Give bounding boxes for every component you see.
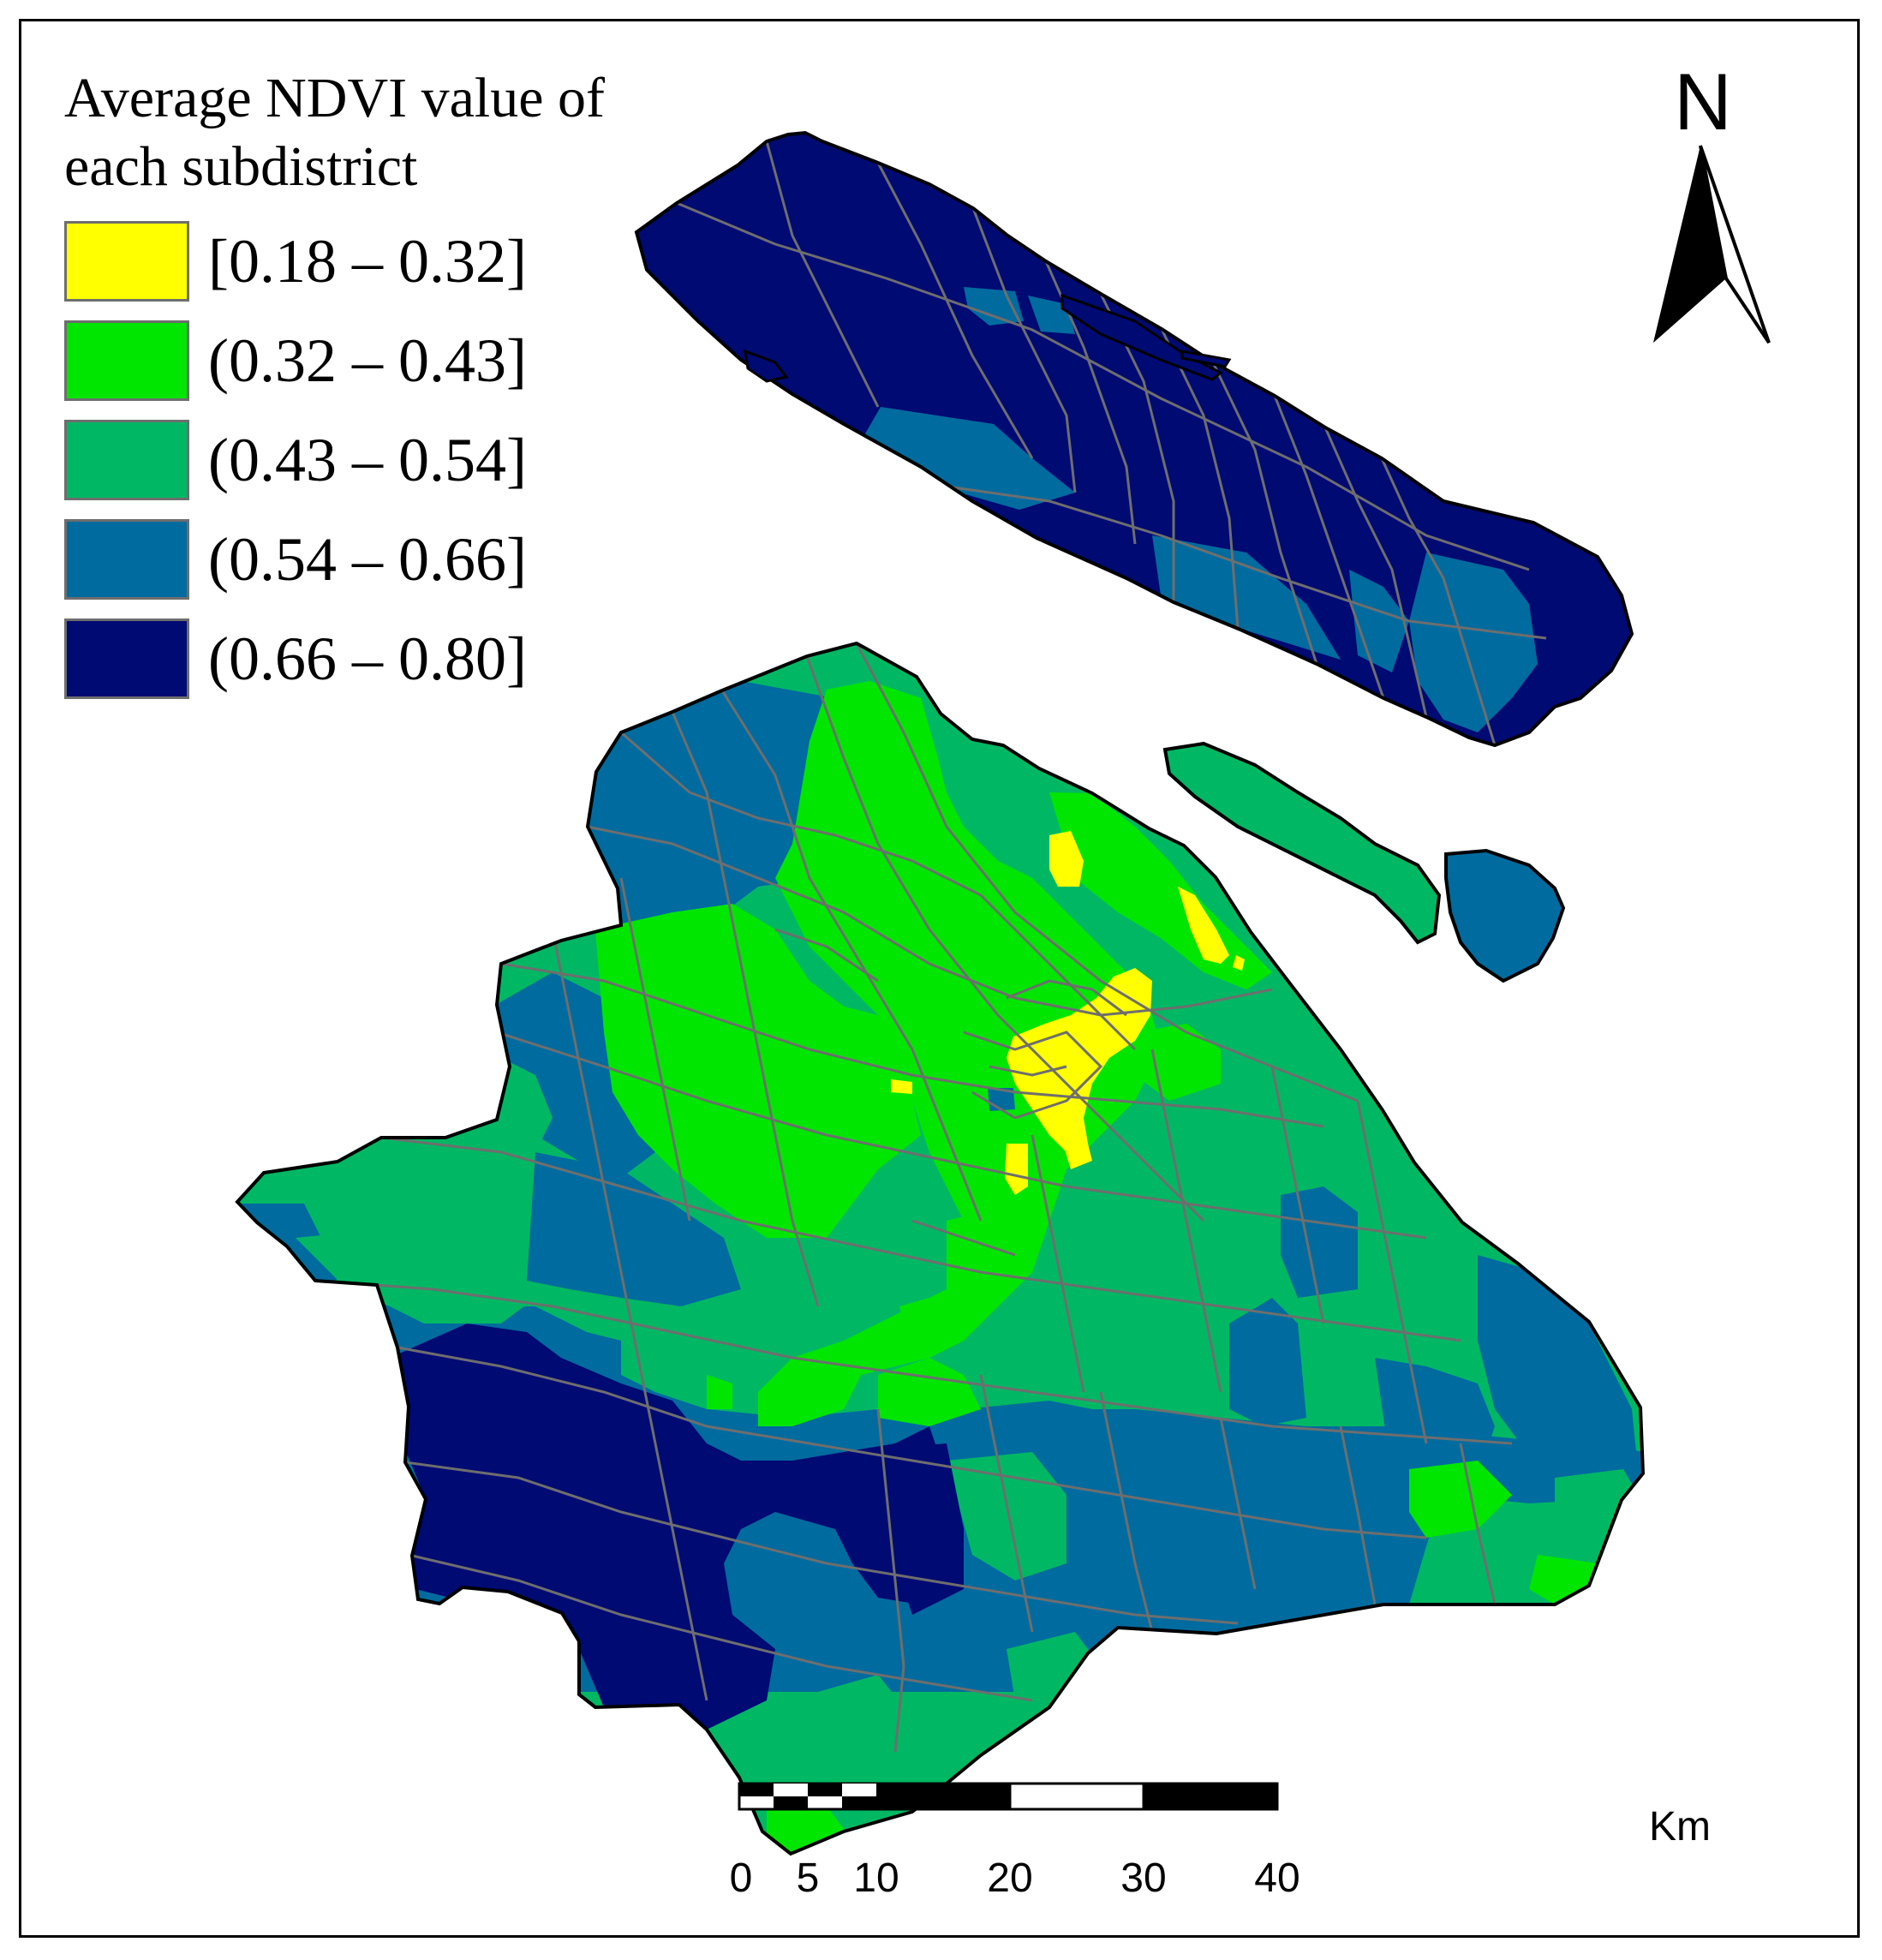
changxing-island (1162, 741, 1442, 945)
scale-tick-label: 40 (1254, 1855, 1300, 1901)
legend-swatch-bright-green (64, 320, 189, 401)
legend-item: (0.66 – 0.80] (64, 616, 527, 702)
scale-unit: Km (1649, 1804, 1711, 1849)
legend-title-line2: each subdistrict (64, 135, 418, 198)
map-canvas (236, 131, 1771, 1855)
legend-swatch-green (64, 420, 189, 500)
scale-tick-label: 30 (1120, 1855, 1167, 1901)
scale-bar (738, 1782, 1279, 1811)
legend-swatch-navy (64, 618, 189, 699)
legend-item: (0.32 – 0.43] (64, 318, 527, 403)
legend-swatch-blue (64, 519, 189, 600)
chongming-island (635, 131, 1634, 747)
legend-label: (0.43 – 0.54] (208, 425, 527, 494)
legend-title: Average NDVI value of each subdistrict (64, 64, 750, 201)
scale-tick-label: 20 (987, 1855, 1033, 1901)
legend-swatch-yellow (64, 221, 189, 302)
hengsha-island (1444, 848, 1566, 983)
legend-item: (0.43 – 0.54] (64, 417, 527, 503)
legend-title-line1: Average NDVI value of (64, 67, 605, 129)
north-arrow-icon (1653, 145, 1771, 344)
legend-item: (0.54 – 0.66] (64, 517, 527, 602)
legend-label: (0.54 – 0.66] (208, 524, 527, 594)
legend-label: (0.66 – 0.80] (208, 624, 527, 693)
scale-tick-label: 10 (853, 1855, 899, 1901)
map-frame: Average NDVI value of each subdistrict [… (19, 19, 1860, 1938)
north-label: N (1674, 57, 1732, 146)
legend-item: [0.18 – 0.32] (64, 218, 527, 304)
legend-label: (0.32 – 0.43] (208, 326, 527, 395)
scale-tick-label: 5 (796, 1855, 820, 1901)
scale-tick-label: 0 (729, 1855, 753, 1901)
legend-label: [0.18 – 0.32] (208, 226, 527, 296)
shanghai-mainland (236, 642, 1645, 1855)
